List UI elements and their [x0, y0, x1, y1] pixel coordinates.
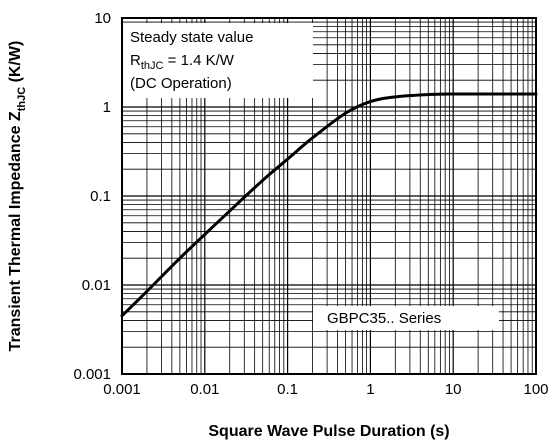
steady-state-line1: Steady state value [130, 29, 253, 46]
y-tick-labels: 0.001 0.01 0.1 1 10 [73, 10, 111, 383]
steady-state-line2: RthJC = 1.4 K/W [130, 52, 235, 72]
steady-state-line3: (DC Operation) [130, 75, 232, 92]
steady-state-r-symbol: R [130, 52, 141, 69]
y-tick-label: 0.01 [82, 277, 111, 294]
x-tick-label: 0.01 [190, 381, 219, 398]
y-axis-title-sub: thJC [16, 87, 28, 112]
steady-state-r-value: = 1.4 K/W [163, 52, 234, 69]
x-tick-label: 100 [523, 381, 548, 398]
steady-state-r-subscript: thJC [141, 60, 164, 72]
y-tick-label: 0.001 [73, 366, 111, 383]
steady-state-box [123, 23, 313, 98]
y-axis-title-main: Transient Thermal Impedance Z [7, 111, 24, 351]
x-tick-label: 0.001 [103, 381, 141, 398]
series-label-box [313, 306, 499, 330]
y-tick-label: 1 [103, 99, 111, 116]
y-tick-label: 10 [94, 10, 111, 27]
x-tick-label: 0.1 [277, 381, 298, 398]
series-label: GBPC35.. Series [327, 310, 441, 327]
x-tick-labels: 0.001 0.01 0.1 1 10 100 [103, 381, 548, 398]
y-axis-title-unit: (K/W) [7, 41, 24, 87]
x-tick-label: 10 [445, 381, 462, 398]
y-axis-title: Transient Thermal Impedance ZthJC (K/W) [7, 41, 28, 352]
x-axis-title: Square Wave Pulse Duration (s) [208, 423, 449, 440]
x-tick-label: 1 [366, 381, 374, 398]
plot-frame [121, 17, 537, 375]
series-line-gbpc35 [120, 92, 538, 318]
y-tick-label: 0.1 [90, 188, 111, 205]
